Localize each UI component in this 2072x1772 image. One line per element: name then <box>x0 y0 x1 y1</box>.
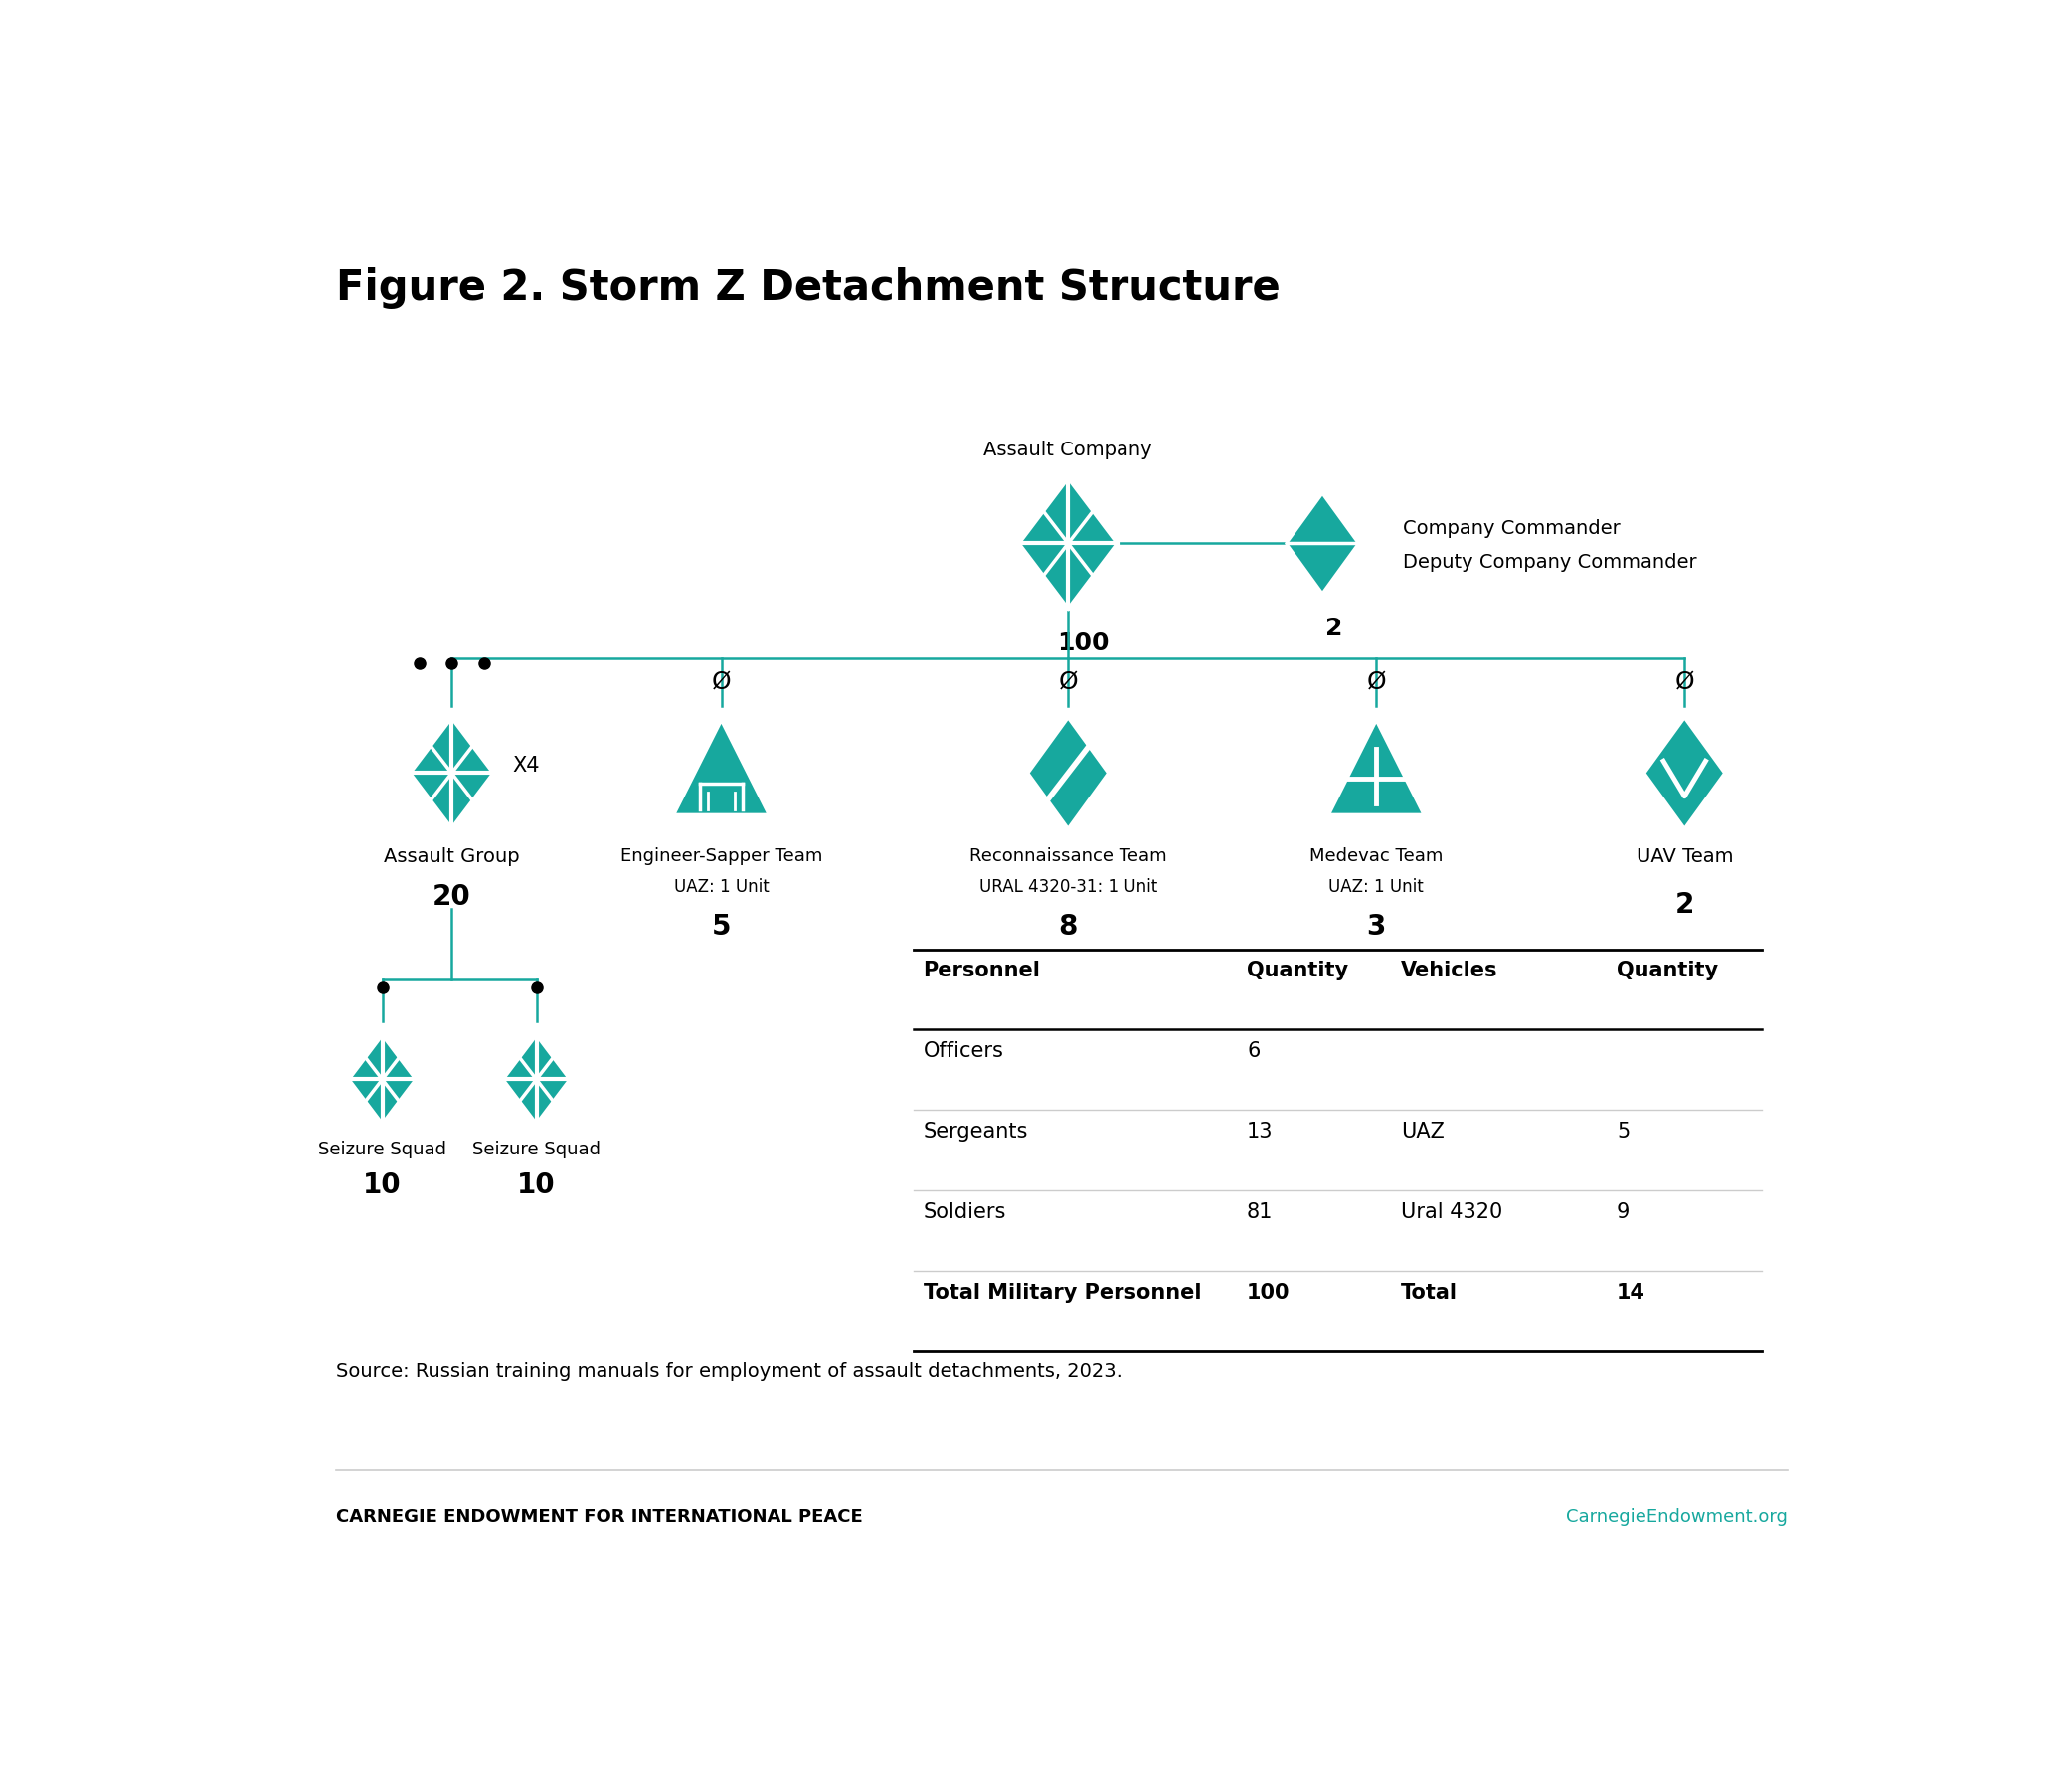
Text: Ø: Ø <box>1674 670 1695 693</box>
Text: Medevac Team: Medevac Team <box>1310 847 1442 865</box>
Polygon shape <box>1019 478 1117 608</box>
Polygon shape <box>673 721 769 815</box>
Polygon shape <box>1028 718 1109 828</box>
Text: Deputy Company Commander: Deputy Company Commander <box>1403 553 1697 572</box>
Polygon shape <box>1328 721 1423 815</box>
Text: Officers: Officers <box>924 1042 1003 1061</box>
Text: Assault Company: Assault Company <box>984 439 1152 459</box>
Text: UAV Team: UAV Team <box>1637 847 1732 867</box>
Text: 8: 8 <box>1059 913 1077 941</box>
Text: Total Military Personnel: Total Military Personnel <box>924 1283 1202 1302</box>
Polygon shape <box>1287 494 1359 594</box>
Text: Reconnaissance Team: Reconnaissance Team <box>970 847 1167 865</box>
Text: 14: 14 <box>1616 1283 1645 1302</box>
Text: 81: 81 <box>1247 1201 1272 1221</box>
Text: Quantity: Quantity <box>1247 960 1349 980</box>
Text: Seizure Squad: Seizure Squad <box>319 1141 445 1159</box>
Text: Source: Russian training manuals for employment of assault detachments, 2023.: Source: Russian training manuals for emp… <box>336 1363 1123 1382</box>
Text: 20: 20 <box>433 884 470 911</box>
Text: Company Commander: Company Commander <box>1403 519 1620 537</box>
Text: Vehicles: Vehicles <box>1401 960 1498 980</box>
Text: 13: 13 <box>1247 1122 1272 1141</box>
Text: Personnel: Personnel <box>924 960 1040 980</box>
Text: 2: 2 <box>1674 891 1695 920</box>
Polygon shape <box>503 1035 570 1123</box>
Text: Seizure Squad: Seizure Squad <box>472 1141 601 1159</box>
Text: X4: X4 <box>512 755 541 776</box>
Text: 9: 9 <box>1616 1201 1631 1221</box>
Polygon shape <box>410 718 493 828</box>
Text: UAZ: 1 Unit: UAZ: 1 Unit <box>1328 877 1423 897</box>
Text: CarnegieEndowment.org: CarnegieEndowment.org <box>1566 1508 1788 1526</box>
Text: Engineer-Sapper Team: Engineer-Sapper Team <box>620 847 823 865</box>
Text: Soldiers: Soldiers <box>924 1201 1007 1221</box>
Text: 3: 3 <box>1368 913 1386 941</box>
Text: 2: 2 <box>1326 617 1343 640</box>
Text: UAZ: UAZ <box>1401 1122 1444 1141</box>
Text: 6: 6 <box>1247 1042 1260 1061</box>
Polygon shape <box>1645 718 1724 828</box>
Text: CARNEGIE ENDOWMENT FOR INTERNATIONAL PEACE: CARNEGIE ENDOWMENT FOR INTERNATIONAL PEA… <box>336 1508 862 1526</box>
Text: Figure 2. Storm Z Detachment Structure: Figure 2. Storm Z Detachment Structure <box>336 268 1280 310</box>
Text: URAL 4320-31: 1 Unit: URAL 4320-31: 1 Unit <box>978 877 1156 897</box>
Text: 5: 5 <box>1616 1122 1631 1141</box>
Text: Quantity: Quantity <box>1616 960 1718 980</box>
Polygon shape <box>348 1035 416 1123</box>
Text: Ø: Ø <box>711 670 731 693</box>
Text: 100: 100 <box>1247 1283 1291 1302</box>
Text: Assault Group: Assault Group <box>383 847 520 867</box>
Text: Sergeants: Sergeants <box>924 1122 1028 1141</box>
Text: Total: Total <box>1401 1283 1457 1302</box>
Text: Ø: Ø <box>1368 670 1386 693</box>
Text: Ural 4320: Ural 4320 <box>1401 1201 1502 1221</box>
Text: 10: 10 <box>363 1171 402 1200</box>
Text: UAZ: 1 Unit: UAZ: 1 Unit <box>673 877 769 897</box>
Text: Ø: Ø <box>1059 670 1077 693</box>
Text: 100: 100 <box>1057 631 1111 656</box>
Text: 10: 10 <box>518 1171 555 1200</box>
Text: 5: 5 <box>711 913 731 941</box>
